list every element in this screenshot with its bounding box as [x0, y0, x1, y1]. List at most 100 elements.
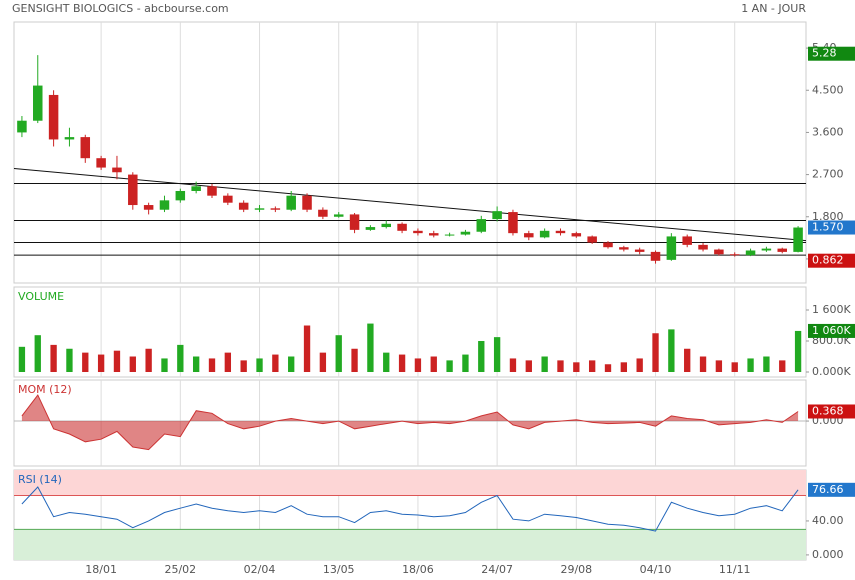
- volume-bar: [478, 341, 485, 373]
- volume-bar: [351, 348, 358, 373]
- candle-body: [318, 209, 328, 217]
- value-badge: [808, 253, 855, 268]
- volume-bar: [129, 356, 136, 373]
- chart-title: GENSIGHT BIOLOGICS - abcbourse.com: [12, 2, 229, 15]
- candle-body: [793, 227, 803, 252]
- candle-body: [429, 233, 439, 236]
- x-tick-label: 11/11: [719, 563, 751, 576]
- y-tick-label: 4.500: [812, 83, 844, 96]
- candle-body: [682, 236, 692, 245]
- volume-bar: [82, 352, 89, 373]
- candle-body: [555, 230, 566, 234]
- candle-body: [191, 186, 201, 191]
- candle-body: [714, 249, 724, 255]
- x-tick-label: 24/07: [481, 563, 513, 576]
- value-badge: [808, 482, 855, 497]
- candle-body: [777, 248, 787, 252]
- volume-bar: [684, 348, 691, 373]
- volume-bar: [747, 358, 754, 373]
- x-tick-label: 13/05: [323, 563, 355, 576]
- candle-body: [381, 223, 391, 228]
- volume-bar: [557, 360, 564, 373]
- volume-bar: [208, 358, 216, 373]
- candle-body: [698, 244, 708, 250]
- candle-body: [397, 223, 407, 231]
- volume-bar: [794, 330, 802, 373]
- x-tick-label: 04/10: [640, 563, 672, 576]
- candle-body: [286, 195, 296, 210]
- candle-body: [587, 236, 597, 243]
- volume-bar: [525, 360, 532, 373]
- candle-body: [17, 120, 27, 133]
- candle-body: [349, 214, 360, 230]
- candle-body: [650, 251, 661, 261]
- panel-label: VOLUME: [18, 290, 64, 303]
- candle-body: [571, 233, 582, 237]
- volume-bar: [731, 362, 738, 373]
- volume-bar: [446, 360, 453, 373]
- candle-body: [128, 174, 138, 206]
- volume-bar: [319, 352, 327, 373]
- candle-body: [761, 248, 772, 251]
- volume-bar: [66, 348, 73, 373]
- x-tick-label: 29/08: [560, 563, 592, 576]
- volume-bar: [699, 356, 707, 373]
- value-badge: [808, 323, 855, 338]
- volume-bar: [145, 348, 152, 373]
- volume-bar: [763, 356, 770, 373]
- candle-body: [634, 249, 645, 252]
- volume-bar: [177, 344, 184, 373]
- volume-bar: [240, 360, 247, 373]
- y-tick-label: 0.000: [812, 548, 844, 561]
- candle-body: [365, 227, 376, 230]
- volume-bar: [303, 325, 311, 373]
- candle-body: [254, 208, 265, 210]
- volume-bar: [620, 362, 628, 373]
- x-tick-label: 25/02: [164, 563, 196, 576]
- volume-bar: [272, 354, 279, 373]
- volume-bar: [779, 360, 786, 373]
- volume-bar: [18, 346, 26, 373]
- volume-bar: [161, 358, 168, 373]
- candle-body: [207, 186, 217, 196]
- value-badge-label: 5.28: [812, 47, 837, 60]
- candle-body: [619, 247, 629, 250]
- candle-body: [444, 234, 455, 236]
- momentum-line: [21, 394, 799, 451]
- candle-body: [539, 230, 550, 238]
- panel-label: RSI (14): [18, 473, 62, 486]
- volume-bar: [588, 360, 596, 373]
- volume-bar: [288, 356, 295, 373]
- rsi-line: [21, 486, 799, 532]
- y-tick-label: 40.00: [812, 514, 844, 527]
- value-badge: [808, 404, 855, 419]
- candle-body: [64, 137, 75, 140]
- candle-body: [302, 195, 312, 210]
- volume-bar: [367, 323, 374, 373]
- trendline: [13, 168, 807, 242]
- volume-bar: [414, 358, 422, 373]
- period: 1 AN - JOUR: [741, 2, 806, 15]
- volume-bar: [192, 356, 200, 373]
- value-badge-label: 0.368: [812, 404, 844, 417]
- candle-body: [524, 233, 534, 238]
- y-tick-label: 2.700: [812, 168, 844, 181]
- candle-body: [333, 214, 344, 217]
- candle-body: [96, 158, 106, 168]
- value-badge: [808, 220, 855, 235]
- volume-bar: [462, 354, 469, 373]
- x-tick-label: 02/04: [244, 563, 276, 576]
- volume-bar: [34, 335, 41, 373]
- candle-body: [729, 254, 740, 256]
- volume-bar: [541, 356, 548, 373]
- volume-bar: [668, 329, 675, 373]
- volume-bar: [652, 333, 659, 373]
- candle-body: [143, 205, 154, 210]
- value-badge-label: 76.66: [812, 483, 844, 496]
- candle-body: [159, 200, 170, 210]
- volume-bar: [509, 358, 517, 373]
- candle-body: [666, 236, 677, 260]
- candle-body: [460, 231, 471, 235]
- candle-body: [33, 85, 43, 121]
- volume-bar: [715, 360, 723, 373]
